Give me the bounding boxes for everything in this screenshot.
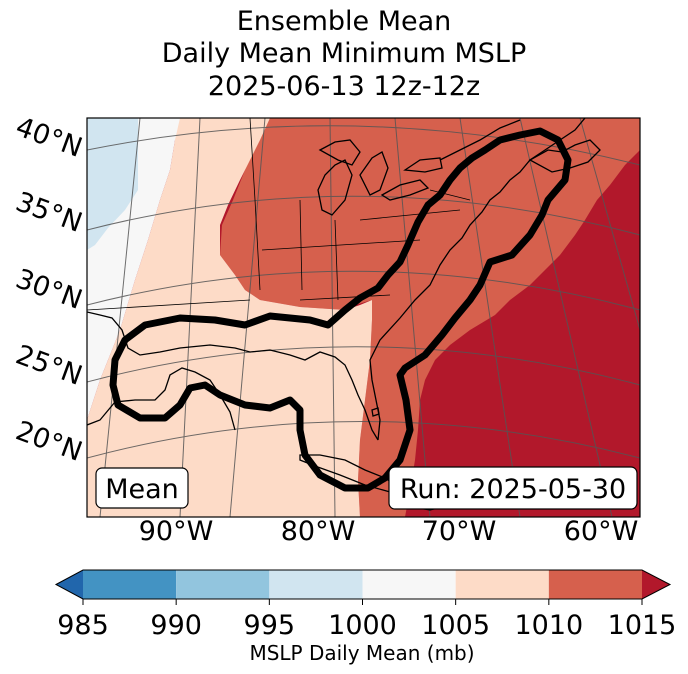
ensemble-contour-outline bbox=[109, 127, 572, 492]
lon-label-80: 80°W bbox=[281, 516, 356, 547]
mean-box bbox=[95, 467, 189, 509]
colorbar-bin-1005 bbox=[455, 570, 549, 599]
colorbar bbox=[54, 569, 672, 600]
title-line-3: 2025-06-13 12z-12z bbox=[207, 71, 481, 102]
lat-label-25: 25°N bbox=[12, 339, 87, 391]
colorbar-bin-995 bbox=[269, 570, 363, 599]
colorbar-bin-985 bbox=[83, 570, 177, 599]
pressure-field-995 bbox=[87, 118, 138, 250]
map-frame bbox=[86, 117, 641, 518]
lon-label-60: 60°W bbox=[564, 516, 639, 547]
colorbar-tick-label-995: 995 bbox=[244, 610, 296, 641]
colorbar-over-arrow bbox=[642, 570, 670, 599]
colorbar-tick-label-1010: 1010 bbox=[514, 610, 583, 641]
lat-label-35: 35°N bbox=[12, 186, 87, 238]
run-box bbox=[388, 466, 638, 510]
colorbar-tick-label-1005: 1005 bbox=[421, 610, 490, 641]
pressure-field-1010 bbox=[220, 118, 640, 517]
mean-label: Mean bbox=[105, 474, 179, 505]
title-line-1: Ensemble Mean bbox=[236, 6, 452, 37]
title-line-2: Daily Mean Minimum MSLP bbox=[161, 38, 527, 69]
lon-label-70: 70°W bbox=[422, 516, 497, 547]
colorbar-label: MSLP Daily Mean (mb) bbox=[249, 641, 474, 665]
colorbar-tick-label-990: 990 bbox=[150, 610, 202, 641]
lon-label-90: 90°W bbox=[139, 516, 214, 547]
state-borders bbox=[87, 118, 471, 311]
lat-label-40: 40°N bbox=[12, 111, 87, 163]
colorbar-tick-label-985: 985 bbox=[57, 610, 109, 641]
lat-label-30: 30°N bbox=[12, 263, 87, 315]
colorbar-under-arrow bbox=[56, 570, 83, 599]
colorbar-tick-label-1000: 1000 bbox=[328, 610, 397, 641]
colorbar-ticks: 985 990 995 1000 1005 1010 1015 bbox=[57, 599, 676, 641]
colorbar-bin-1010 bbox=[548, 570, 642, 599]
run-label: Run: 2025-05-30 bbox=[400, 474, 626, 505]
colorbar-bin-990 bbox=[176, 570, 270, 599]
colorbar-tick-label-1015: 1015 bbox=[608, 610, 677, 641]
lat-label-20: 20°N bbox=[12, 415, 87, 467]
map-panel bbox=[87, 118, 640, 517]
colorbar-bin-1000 bbox=[362, 570, 456, 599]
